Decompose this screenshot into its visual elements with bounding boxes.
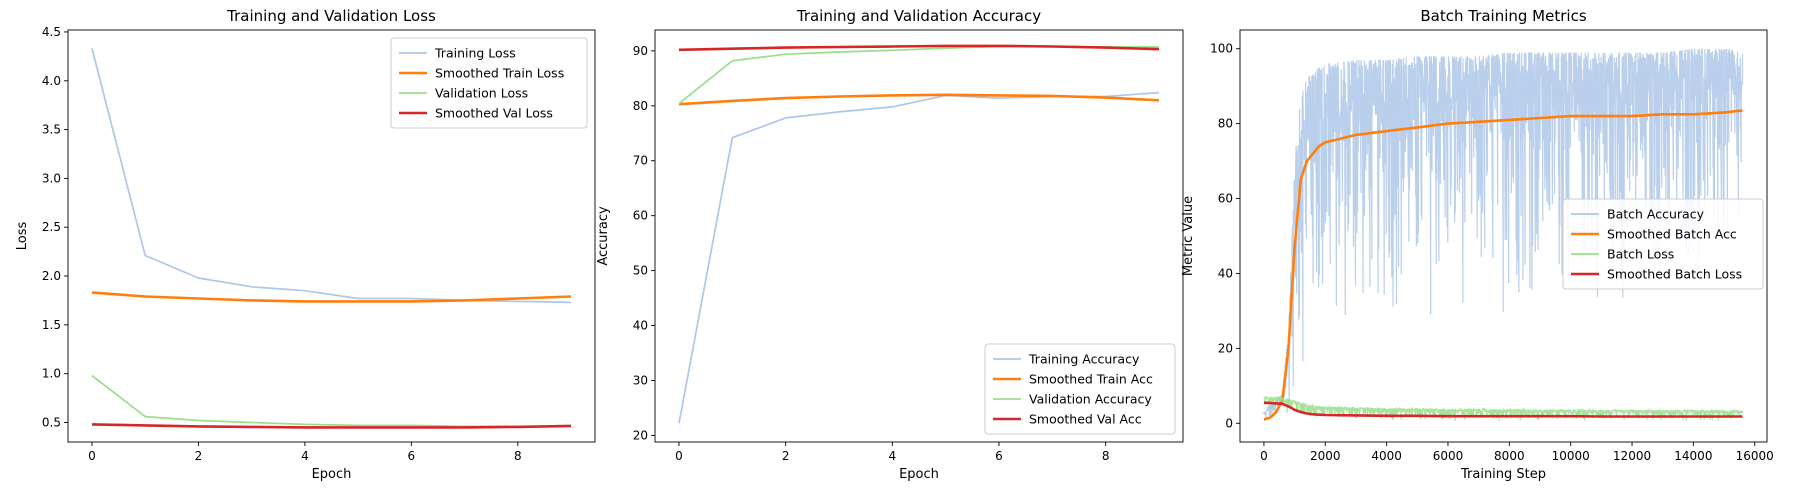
legend-entry: Smoothed Batch Acc	[1607, 227, 1737, 242]
y-tick-label: 90	[633, 44, 648, 58]
y-tick-label: 40	[1218, 266, 1233, 280]
plot-area	[91, 48, 572, 429]
y-tick-label: 0	[1225, 416, 1233, 430]
series-training-loss	[91, 48, 572, 304]
legend-entry: Batch Loss	[1607, 247, 1674, 262]
y-tick-label: 2.5	[42, 220, 61, 234]
y-axis-label: Metric Value	[1181, 196, 1196, 276]
x-axis-label: Epoch	[899, 467, 939, 482]
series-smoothed-val-loss	[91, 423, 572, 429]
chart-panel-2: 0 2 4 6 8 20 30 40 50 60 70 80 90 Training and Valida…	[596, 7, 1184, 482]
legend: Training Loss Smoothed Train Loss Validati…	[390, 37, 588, 129]
series-smoothed-train-loss	[91, 291, 572, 303]
axes-frame	[67, 29, 596, 443]
legend-entry: Smoothed Train Loss	[435, 66, 564, 81]
legend-entry: Validation Loss	[435, 86, 528, 101]
y-tick-label: 3.5	[42, 123, 61, 137]
legend-entry: Smoothed Batch Loss	[1607, 267, 1742, 282]
y-tick-label: 50	[633, 264, 648, 278]
x-tick-label: 2	[195, 449, 203, 463]
x-axis-label: Training Step	[1460, 467, 1546, 482]
y-tick-label: 1.0	[42, 367, 61, 381]
y-tick-label: 0.5	[42, 415, 61, 429]
x-tick-label: 10000	[1552, 449, 1590, 463]
plot-area	[1263, 48, 1744, 421]
legend-box	[390, 37, 588, 129]
y-tick-label: 3.0	[42, 171, 61, 185]
x-tick-label: 12000	[1613, 449, 1651, 463]
series-smoothed-batch-loss	[1263, 401, 1743, 418]
series-batch-accuracy	[1263, 48, 1744, 419]
legend-entry: Training Accuracy	[1028, 352, 1140, 367]
x-tick-label: 6	[408, 449, 416, 463]
y-tick-label: 20	[633, 428, 648, 442]
y-tick-label: 80	[1218, 117, 1233, 131]
y-tick-label: 20	[1218, 341, 1233, 355]
y-tick-label: 60	[1218, 192, 1233, 206]
series-smoothed-train-acc	[678, 93, 1160, 106]
chart-panel-3: 0 2000 4000 6000 8000 10000 12000 14000 16000 0 20…	[1181, 7, 1774, 482]
x-tick-label: 2	[782, 449, 790, 463]
y-tick-label: 100	[1210, 42, 1233, 56]
legend-entry: Smoothed Val Loss	[435, 106, 553, 121]
series-validation-loss	[91, 374, 571, 428]
plot-area	[678, 44, 1160, 424]
legend: Training Accuracy Smoothed Train Acc Valid…	[984, 343, 1176, 435]
y-tick-label: 1.5	[42, 318, 61, 332]
x-tick-label: 4	[301, 449, 309, 463]
x-tick-label: 8	[514, 449, 522, 463]
x-axis-label: Epoch	[312, 467, 352, 482]
legend-box	[1562, 198, 1764, 290]
series-smoothed-val-acc	[678, 44, 1160, 52]
x-tick-label: 2000	[1310, 449, 1341, 463]
x-tick-label: 4	[889, 449, 897, 463]
y-axis-label: Loss	[15, 222, 30, 251]
series-batch-loss	[1263, 394, 1744, 421]
y-tick-label: 70	[633, 154, 648, 168]
x-tick-label: 0	[675, 449, 683, 463]
x-tick-label: 8	[1102, 449, 1110, 463]
legend-entry: Batch Accuracy	[1607, 207, 1705, 222]
x-tick-label: 6	[995, 449, 1003, 463]
x-tick-label: 16000	[1736, 449, 1774, 463]
x-tick-label: 6000	[1433, 449, 1464, 463]
y-tick-label: 40	[633, 319, 648, 333]
y-tick-label: 30	[633, 373, 648, 387]
x-tick-label: 0	[88, 449, 96, 463]
chart-panel-1: 0 2 4 6 8 0.5 1.0 1.5 2.0 2.5 3.0 3.5 4.0 4.5 Training…	[15, 7, 596, 482]
axes-frame	[654, 29, 1184, 443]
legend-box	[984, 343, 1176, 435]
y-axis-label: Accuracy	[596, 206, 611, 266]
legend-entry: Validation Accuracy	[1029, 392, 1152, 407]
legend-entry: Smoothed Train Acc	[1029, 372, 1153, 387]
chart-title: Batch Training Metrics	[1420, 7, 1586, 25]
y-tick-label: 4.5	[42, 25, 61, 39]
legend-entry: Smoothed Val Acc	[1029, 412, 1142, 427]
y-tick-label: 4.0	[42, 74, 61, 88]
legend: Batch Accuracy Smoothed Batch Acc Batch Lo…	[1562, 198, 1764, 290]
chart-title: Training and Validation Loss	[226, 7, 436, 25]
y-tick-label: 80	[633, 99, 648, 113]
x-tick-label: 4000	[1371, 449, 1402, 463]
x-tick-label: 8000	[1494, 449, 1525, 463]
x-tick-label: 0	[1260, 449, 1268, 463]
series-smoothed-batch-acc	[1263, 109, 1743, 421]
chart-title: Training and Validation Accuracy	[796, 7, 1041, 25]
x-tick-label: 14000	[1674, 449, 1712, 463]
y-tick-label: 60	[633, 209, 648, 223]
y-tick-label: 2.0	[42, 269, 61, 283]
legend-entry: Training Loss	[434, 46, 516, 61]
axes-frame	[1239, 29, 1768, 443]
